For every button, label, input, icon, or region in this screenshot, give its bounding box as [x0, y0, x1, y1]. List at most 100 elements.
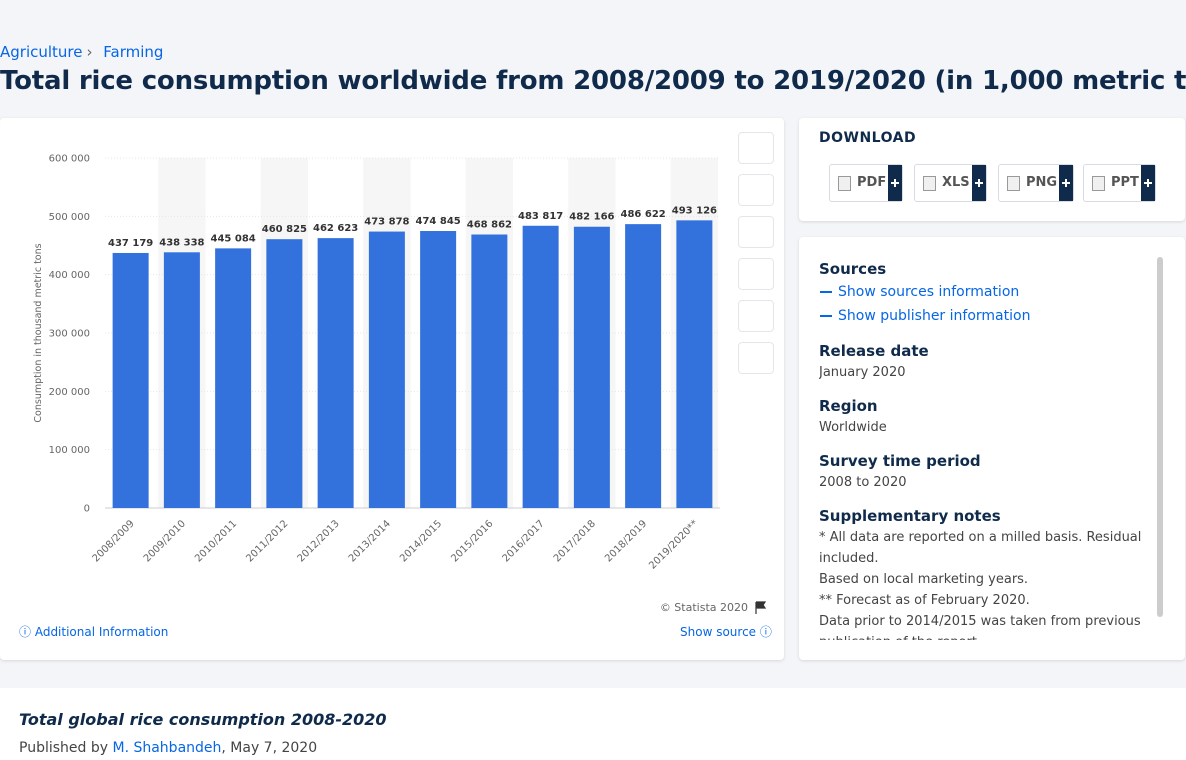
plus-button[interactable] — [1141, 165, 1155, 201]
byline-prefix: Published by — [19, 740, 109, 756]
chart: 0 100 000 200 000 300 000 400 000 500 000 600 … — [33, 154, 767, 614]
value-label: 438 338 — [159, 237, 204, 248]
bar — [215, 248, 252, 508]
show-source[interactable]: Show source ⓘ — [680, 625, 772, 639]
publish-date: , May 7, 2020 — [221, 740, 318, 756]
x-tick-label: 2015/2016 — [449, 518, 495, 564]
value-label: 493 126 — [672, 205, 717, 216]
value-label: 473 878 — [364, 217, 409, 228]
x-tick-label: 2018/2019 — [603, 518, 649, 564]
bar — [522, 225, 559, 508]
bar — [625, 224, 662, 508]
value-label: 445 084 — [211, 233, 256, 244]
flag-icon — [755, 601, 767, 614]
additional-info[interactable]: ⓘ Additional Information — [19, 625, 169, 639]
breadcrumb-link[interactable]: Farming — [103, 43, 164, 61]
share-button[interactable] — [738, 258, 774, 290]
alert-button[interactable] — [738, 174, 774, 206]
plus-v — [1065, 179, 1067, 187]
download-label[interactable]: XLS — [942, 175, 970, 190]
value-label: 486 622 — [621, 209, 666, 220]
page-title: Total rice consumption worldwide from 20… — [0, 66, 1186, 96]
article-header: Total global rice consumption 2008-2020 … — [0, 688, 1186, 760]
bar — [573, 226, 610, 508]
download-button[interactable]: PPT — [1083, 164, 1156, 202]
download-title: DOWNLOAD — [819, 130, 917, 146]
chart-card: 0 100 000 200 000 300 000 400 000 500 000 600 … — [0, 118, 784, 660]
plus-button[interactable] — [1059, 165, 1073, 201]
value-label: 462 623 — [313, 223, 358, 234]
credit: © Statista 2020 — [660, 601, 748, 614]
source-link[interactable]: Show sources information — [819, 280, 1151, 304]
x-tick-label: 2010/2011 — [193, 518, 239, 564]
source-link-text[interactable]: Show sources information — [838, 284, 1020, 300]
value-label: 437 179 — [108, 238, 153, 249]
show-source-text[interactable]: Show source — [680, 625, 757, 639]
y-tick-label: 100 000 — [49, 445, 90, 456]
section: Survey time period 2008 to 2020 — [819, 450, 1151, 493]
source-link-text[interactable]: Show publisher information — [838, 308, 1031, 324]
y-tick-label: 600 000 — [49, 154, 90, 165]
bar — [420, 231, 457, 508]
value-label: 482 166 — [569, 212, 614, 223]
x-tick-label: 2019/2020** — [647, 518, 700, 571]
breadcrumb-link[interactable]: Agriculture — [0, 43, 83, 61]
value-label: 474 845 — [416, 216, 461, 227]
download-label[interactable]: PNG — [1026, 175, 1058, 190]
download-label[interactable]: PPT — [1111, 175, 1139, 190]
download-button[interactable]: PNG — [998, 164, 1074, 202]
note-text: ** Forecast as of February 2020. — [819, 593, 1030, 608]
file-icon — [1092, 176, 1105, 191]
settings-button[interactable] — [738, 216, 774, 248]
download-button[interactable]: PDF — [829, 164, 903, 202]
author-link[interactable]: M. Shahbandeh — [112, 740, 222, 756]
favorite-button[interactable] — [738, 132, 774, 164]
section-text: 2008 to 2020 — [819, 475, 907, 490]
file-icon — [838, 176, 851, 191]
section-heading: Release date — [819, 342, 929, 360]
plus-button[interactable] — [972, 165, 986, 201]
plus-v — [1147, 179, 1149, 187]
section: Region Worldwide — [819, 395, 1151, 438]
y-tick-label: 200 000 — [49, 387, 90, 398]
section: Supplementary notes * All data are report… — [819, 505, 1151, 640]
y-tick-label: 300 000 — [49, 329, 90, 340]
section: Release date January 2020 — [819, 340, 1151, 383]
bar — [676, 220, 713, 508]
section-text: Worldwide — [819, 420, 887, 435]
x-tick-label: 2014/2015 — [398, 518, 444, 564]
note-text: Data prior to 2014/2015 was taken from p… — [819, 614, 1141, 640]
source-link[interactable]: Show publisher information — [819, 304, 1151, 328]
file-icon — [923, 176, 936, 191]
cite-button[interactable] — [738, 300, 774, 332]
byline: Published by M. Shahbandeh, May 7, 2020 — [19, 740, 317, 756]
details-card — [799, 237, 1185, 660]
bar — [471, 234, 508, 508]
value-label: 468 862 — [467, 219, 512, 230]
bar — [317, 238, 354, 508]
y-tick-label: 500 000 — [49, 212, 90, 223]
plus-button[interactable] — [888, 165, 902, 201]
section-heading: Sources — [819, 260, 887, 278]
download-button[interactable]: XLS — [914, 164, 987, 202]
additional-info-text[interactable]: Additional Information — [34, 625, 169, 639]
download-label[interactable]: PDF — [857, 175, 887, 190]
x-tick-label: 2011/2012 — [244, 518, 290, 564]
plus-v — [894, 179, 896, 187]
section-text: January 2020 — [819, 365, 906, 380]
section: Sources Show sources information Show publ… — [819, 258, 1151, 328]
print-button[interactable] — [738, 342, 774, 374]
x-tick-label: 2008/2009 — [91, 518, 137, 564]
bar — [112, 252, 149, 508]
plus-v — [978, 179, 980, 187]
y-axis-label: Consumption in thousand metric tons — [33, 243, 44, 422]
arrow-icon — [820, 315, 832, 317]
bar — [368, 231, 405, 508]
separator: › — [86, 43, 93, 61]
x-tick-label: 2013/2014 — [347, 518, 393, 564]
x-tick-label: 2017/2018 — [552, 518, 598, 564]
value-label: 483 817 — [518, 211, 563, 222]
value-label: 460 825 — [262, 224, 307, 235]
section-heading: Region — [819, 397, 878, 415]
